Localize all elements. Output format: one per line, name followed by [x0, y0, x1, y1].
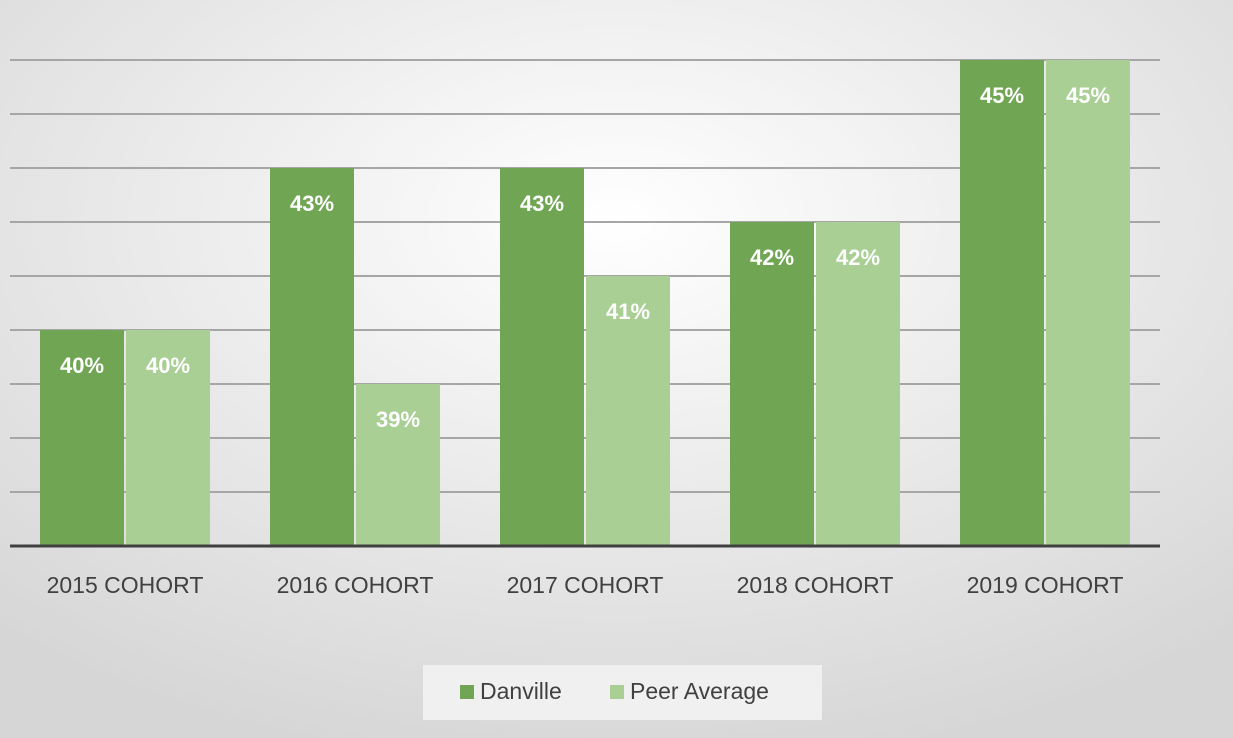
value-label: 42% [836, 245, 880, 270]
x-tick-label: 2018 COHORT [737, 572, 894, 598]
bar [730, 222, 814, 546]
value-label: 45% [980, 83, 1024, 108]
legend-label: Peer Average [630, 678, 769, 704]
bar [126, 330, 210, 546]
bar [960, 60, 1044, 546]
value-label: 45% [1066, 83, 1110, 108]
bar [40, 330, 124, 546]
bar [586, 276, 670, 546]
legend-swatch [610, 685, 624, 699]
value-label: 41% [606, 299, 650, 324]
value-label: 40% [146, 353, 190, 378]
value-label: 42% [750, 245, 794, 270]
x-tick-label: 2015 COHORT [47, 572, 204, 598]
value-label: 39% [376, 407, 420, 432]
value-label: 43% [520, 191, 564, 216]
bar [356, 384, 440, 546]
x-tick-label: 2016 COHORT [277, 572, 434, 598]
legend-swatch [460, 685, 474, 699]
bar [500, 168, 584, 546]
bar [270, 168, 354, 546]
x-tick-label: 2019 COHORT [967, 572, 1124, 598]
bar [1046, 60, 1130, 546]
value-label: 43% [290, 191, 334, 216]
bar [816, 222, 900, 546]
legend-label: Danville [480, 678, 562, 704]
x-tick-label: 2017 COHORT [507, 572, 664, 598]
value-label: 40% [60, 353, 104, 378]
